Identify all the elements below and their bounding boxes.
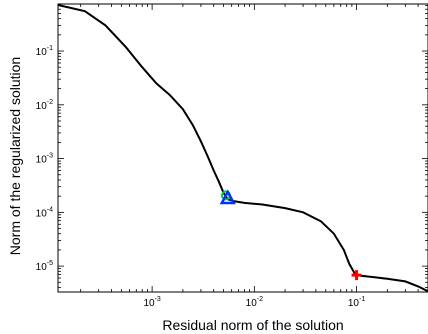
y-tick-label: 10-4	[36, 206, 53, 219]
x-tick-label: 10-3	[143, 296, 160, 309]
tick-marks	[58, 4, 428, 292]
y-tick-label: 10-3	[36, 153, 53, 166]
point-markers	[219, 189, 362, 281]
y-tick-label: 10-2	[36, 99, 53, 112]
x-axis-label: Residual norm of the solution	[162, 317, 343, 333]
tick-labels: 10-3 10-2 10-1 10-5 10-4 10-3 10-2 10-1	[36, 45, 366, 309]
y-tick-label: 10-1	[36, 45, 53, 58]
triangle-marker	[219, 189, 236, 205]
y-axis-label: Norm of the regularized solution	[7, 57, 23, 255]
x-tick-label: 10-2	[246, 296, 263, 309]
cross-marker	[351, 270, 362, 281]
x-tick-label: 10-1	[348, 296, 365, 309]
plot-frame	[57, 3, 428, 293]
l-curve-line	[57, 4, 428, 293]
y-tick-label: 10-5	[36, 260, 53, 273]
